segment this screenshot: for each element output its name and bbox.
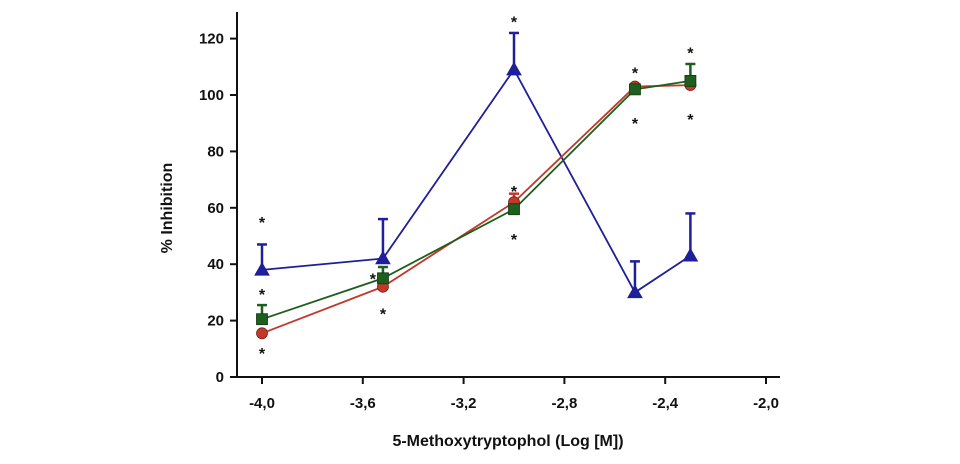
x-tick-label: -3,2 — [451, 395, 477, 412]
significance-mark: * — [511, 15, 518, 32]
y-tick-label: 40 — [207, 256, 224, 273]
y-tick-label: 20 — [207, 313, 224, 330]
significance-mark: * — [380, 307, 387, 324]
series-layer — [254, 31, 699, 340]
x-tick-label: -2,4 — [652, 395, 679, 412]
y-tick-label: 80 — [207, 143, 224, 160]
y-tick-label: 100 — [199, 87, 224, 104]
data-point-circle — [256, 327, 268, 340]
x-axis-title: 5-Methoxytryptophol (Log [M]) — [392, 433, 623, 450]
series-line — [261, 84, 691, 335]
significance-mark: * — [687, 46, 694, 63]
significance-mark: * — [632, 65, 639, 82]
significance-mark: * — [687, 112, 694, 129]
series-circle — [256, 79, 697, 340]
series-triangle — [254, 31, 699, 299]
series-square — [256, 62, 697, 326]
significance-mark: * — [632, 116, 639, 133]
significance-mark: * — [511, 232, 518, 249]
data-point-square — [508, 203, 520, 216]
significance-layer: * * * * * * * * * * * * — [259, 15, 694, 363]
x-tick-label: -2,0 — [753, 395, 779, 412]
data-point-triangle — [627, 284, 643, 299]
data-point-square — [684, 75, 697, 87]
x-tick-label: -2,8 — [551, 395, 577, 412]
x-tick-label: -3,6 — [350, 395, 376, 412]
x-tick-label: -4,0 — [249, 395, 275, 412]
data-point-square — [377, 272, 389, 285]
data-point-square — [629, 83, 641, 96]
significance-mark: * — [370, 271, 377, 288]
significance-mark: * — [511, 184, 518, 201]
series-line — [261, 80, 691, 321]
data-point-triangle — [682, 247, 699, 262]
data-point-square — [256, 313, 268, 326]
significance-mark: * — [259, 287, 266, 304]
axes-layer: 0 20 40 60 80 100 120 -4,0 -3,6 -3,2 -2,8 -2,4 -2,0 — [199, 12, 780, 412]
significance-mark: * — [259, 215, 266, 232]
series-line — [261, 67, 691, 294]
y-tick-label: 60 — [207, 200, 224, 217]
data-point-triangle — [254, 261, 270, 276]
y-tick-label: 0 — [216, 369, 224, 386]
data-point-triangle — [506, 61, 522, 76]
y-tick-label: 120 — [199, 31, 224, 48]
data-point-triangle — [375, 250, 391, 265]
significance-mark: * — [259, 346, 266, 363]
y-axis-title: % Inhibition — [159, 163, 176, 254]
